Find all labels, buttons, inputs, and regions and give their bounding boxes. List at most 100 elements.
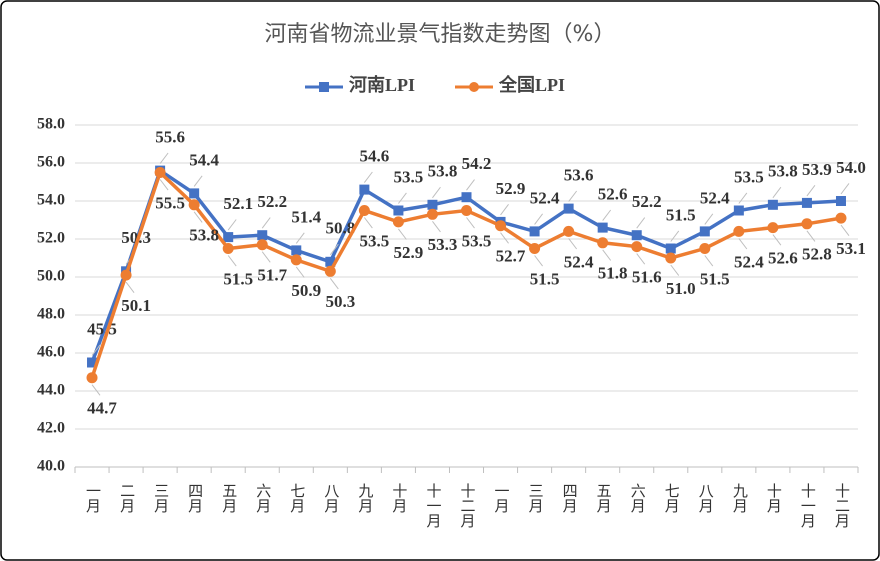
data-label: 51.6 bbox=[632, 268, 662, 287]
x-tick-label: 五月 bbox=[595, 483, 612, 514]
data-point bbox=[256, 239, 268, 251]
leader-line bbox=[636, 217, 646, 229]
data-point bbox=[495, 220, 507, 232]
data-label: 54.6 bbox=[359, 147, 389, 166]
y-tick-label: 44.0 bbox=[37, 382, 65, 399]
data-label: 53.5 bbox=[394, 167, 424, 186]
data-point bbox=[801, 218, 813, 230]
data-point bbox=[222, 243, 234, 254]
x-tick-label: 七月 bbox=[288, 483, 305, 514]
data-point bbox=[597, 222, 608, 233]
leader-line bbox=[159, 179, 169, 191]
data-point bbox=[426, 208, 438, 220]
leader-line bbox=[398, 228, 407, 240]
data-label: 51.7 bbox=[257, 266, 287, 285]
data-point bbox=[461, 205, 472, 216]
data-label: 51.8 bbox=[598, 264, 628, 283]
y-tick-label: 56.0 bbox=[37, 154, 65, 171]
leader-line bbox=[500, 203, 509, 216]
data-point bbox=[392, 216, 404, 228]
leader-line bbox=[670, 230, 680, 242]
legend-label: 河南LPI bbox=[349, 74, 415, 95]
data-point bbox=[290, 254, 302, 266]
data-point bbox=[631, 230, 642, 241]
leader-line bbox=[398, 192, 407, 204]
x-tick-label: 十月 bbox=[765, 483, 782, 514]
x-tick-label: 八月 bbox=[322, 483, 339, 514]
leader-line bbox=[602, 209, 612, 221]
x-tick-label: 二月 bbox=[118, 483, 135, 514]
data-point bbox=[835, 196, 846, 206]
data-label: 54.4 bbox=[189, 150, 219, 169]
data-label: 52.2 bbox=[632, 192, 662, 211]
leader-line bbox=[295, 232, 305, 244]
x-tick-label: 三月 bbox=[527, 483, 544, 514]
data-label: 52.9 bbox=[496, 179, 526, 198]
data-point bbox=[461, 192, 472, 203]
data-label: 55.5 bbox=[155, 193, 185, 212]
data-point bbox=[563, 203, 574, 214]
data-label: 44.7 bbox=[87, 399, 117, 418]
data-point bbox=[699, 226, 710, 237]
data-label: 51.4 bbox=[291, 207, 321, 226]
x-tick-label: 一月 bbox=[84, 483, 101, 514]
data-point bbox=[767, 199, 778, 210]
leader-line bbox=[261, 251, 271, 263]
data-label: 50.3 bbox=[325, 292, 355, 311]
data-point bbox=[801, 197, 812, 208]
data-point bbox=[699, 243, 711, 254]
data-point bbox=[257, 230, 268, 241]
data-label: 53.1 bbox=[836, 239, 866, 258]
data-label: 50.9 bbox=[291, 281, 321, 300]
data-label: 54.0 bbox=[836, 158, 866, 177]
data-label: 53.8 bbox=[189, 226, 219, 245]
leader-line bbox=[91, 384, 101, 396]
leader-line bbox=[432, 220, 441, 233]
leader-line bbox=[568, 238, 578, 250]
data-label: 51.5 bbox=[700, 269, 730, 288]
data-label: 53.8 bbox=[768, 162, 798, 181]
data-label: 52.7 bbox=[496, 247, 526, 266]
data-point bbox=[87, 357, 98, 368]
leader-line bbox=[125, 281, 135, 294]
data-label: 52.8 bbox=[802, 245, 832, 264]
leader-line bbox=[261, 217, 271, 229]
leader-line bbox=[534, 213, 543, 225]
x-tick-label: 九月 bbox=[356, 483, 373, 514]
data-label: 50.1 bbox=[121, 296, 151, 315]
leader-line bbox=[772, 234, 782, 246]
y-tick-label: 58.0 bbox=[37, 116, 65, 133]
data-point bbox=[358, 205, 370, 216]
data-label: 52.6 bbox=[598, 185, 628, 204]
x-tick-label: 六月 bbox=[629, 483, 646, 514]
x-tick-label: 八月 bbox=[697, 483, 714, 514]
leader-line bbox=[806, 230, 816, 242]
leader-line bbox=[193, 211, 203, 223]
data-label: 53.8 bbox=[428, 162, 458, 181]
data-point bbox=[733, 225, 745, 237]
leader-line bbox=[91, 344, 101, 356]
leader-line bbox=[363, 171, 373, 183]
data-label: 52.4 bbox=[700, 188, 730, 207]
data-point bbox=[325, 256, 336, 267]
data-point bbox=[665, 243, 676, 254]
leader-line bbox=[704, 213, 714, 225]
data-label: 55.6 bbox=[155, 128, 185, 147]
leader-line bbox=[772, 186, 782, 199]
x-tick-label: 六月 bbox=[254, 483, 271, 514]
leader-line bbox=[534, 255, 543, 267]
y-tick-label: 42.0 bbox=[37, 420, 65, 437]
data-point bbox=[597, 237, 609, 249]
data-point bbox=[563, 225, 575, 237]
leader-line bbox=[806, 184, 816, 197]
leader-line bbox=[602, 249, 612, 261]
x-tick-label: 十二月 bbox=[459, 483, 476, 529]
legend-label: 全国LPI bbox=[498, 74, 565, 95]
leader-line bbox=[159, 152, 169, 164]
x-tick-label: 七月 bbox=[663, 483, 680, 514]
y-tick-label: 50.0 bbox=[37, 268, 65, 285]
data-point bbox=[291, 245, 302, 256]
leader-line bbox=[670, 264, 680, 276]
data-point bbox=[188, 199, 200, 211]
